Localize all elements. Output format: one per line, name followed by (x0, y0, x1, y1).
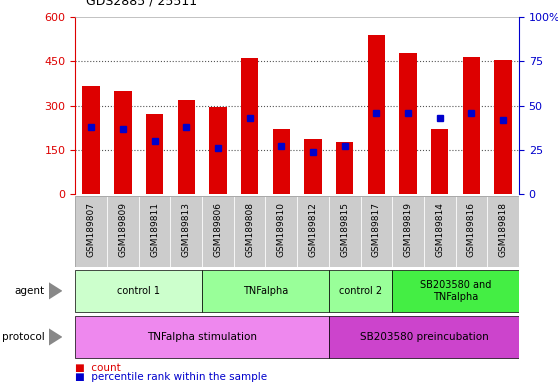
Bar (209, 107, 227, 194)
Bar (202, 196, 234, 267)
Text: SB203580 and
TNFalpha: SB203580 and TNFalpha (420, 280, 491, 302)
Text: SB203580 preincubation: SB203580 preincubation (359, 332, 488, 342)
Bar (463, 57, 480, 194)
Text: GSM189814: GSM189814 (435, 202, 444, 257)
Text: GSM189807: GSM189807 (86, 202, 95, 257)
Text: TNFalpha stimulation: TNFalpha stimulation (147, 332, 257, 342)
Text: GSM189817: GSM189817 (372, 202, 381, 257)
Bar (202, 270, 329, 312)
Bar (431, 129, 449, 194)
Text: control 2: control 2 (339, 286, 382, 296)
Bar (329, 196, 360, 267)
Text: GSM189811: GSM189811 (150, 202, 159, 257)
Bar (234, 196, 266, 267)
Bar (75, 270, 202, 312)
Bar (368, 35, 385, 194)
Bar (424, 196, 455, 267)
Text: GSM189812: GSM189812 (309, 202, 318, 257)
Text: ■  percentile rank within the sample: ■ percentile rank within the sample (75, 372, 267, 382)
Text: control 1: control 1 (117, 286, 160, 296)
Bar (83, 86, 100, 194)
Bar (336, 142, 353, 194)
Text: TNFalpha: TNFalpha (243, 286, 288, 296)
Text: GSM189808: GSM189808 (245, 202, 254, 257)
Bar (455, 196, 487, 267)
Bar (487, 196, 519, 267)
Text: GSM189819: GSM189819 (403, 202, 412, 257)
Polygon shape (49, 328, 62, 346)
Bar (494, 60, 512, 194)
Bar (75, 316, 329, 358)
Bar (107, 196, 139, 267)
Bar (170, 196, 202, 267)
Bar (266, 196, 297, 267)
Bar (139, 196, 170, 267)
Polygon shape (49, 282, 62, 300)
Bar (177, 100, 195, 194)
Text: agent: agent (15, 286, 45, 296)
Bar (400, 53, 417, 194)
Text: GSM189810: GSM189810 (277, 202, 286, 257)
Bar (392, 270, 519, 312)
Bar (146, 114, 163, 194)
Text: GSM189816: GSM189816 (467, 202, 476, 257)
Text: GDS2885 / 25511: GDS2885 / 25511 (86, 0, 198, 8)
Text: GSM189806: GSM189806 (213, 202, 223, 257)
Text: GSM189813: GSM189813 (182, 202, 191, 257)
Text: GSM189809: GSM189809 (118, 202, 127, 257)
Bar (114, 91, 132, 194)
Bar (272, 129, 290, 194)
Text: ■  count: ■ count (75, 363, 121, 373)
Bar (75, 196, 107, 267)
Bar (241, 58, 258, 194)
Bar (297, 196, 329, 267)
Bar (360, 196, 392, 267)
Bar (329, 316, 519, 358)
Text: GSM189815: GSM189815 (340, 202, 349, 257)
Text: protocol: protocol (2, 332, 45, 342)
Bar (329, 270, 392, 312)
Text: GSM189818: GSM189818 (499, 202, 508, 257)
Bar (392, 196, 424, 267)
Bar (304, 139, 322, 194)
